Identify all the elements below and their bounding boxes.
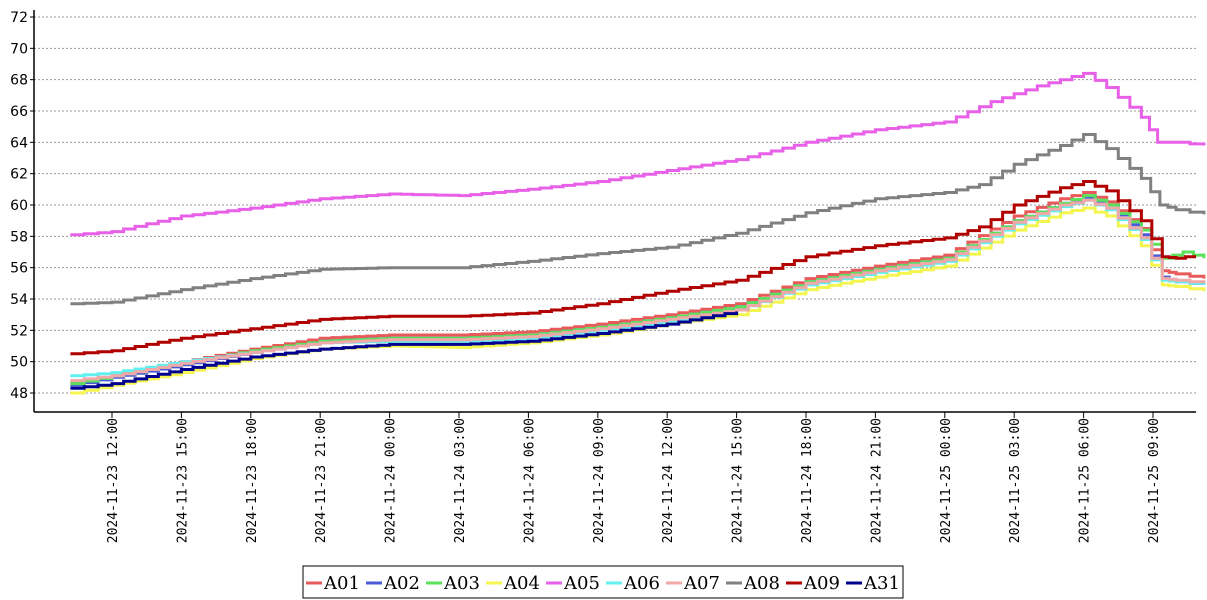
y-tick-label: 72 — [10, 10, 28, 26]
legend-box — [302, 565, 904, 599]
y-tick-label: 60 — [10, 198, 28, 214]
x-tick-label: 2024-11-24 06:00 — [522, 418, 537, 543]
y-tick-label: 68 — [10, 73, 28, 89]
x-tick-label: 2024-11-24 03:00 — [453, 418, 468, 543]
series-line-a04 — [70, 206, 1206, 395]
x-tick-label: 2024-11-24 21:00 — [869, 418, 884, 543]
legend-label-a09: A09 — [803, 573, 840, 594]
legend-label-a04: A04 — [503, 573, 540, 594]
legend-label-a03: A03 — [443, 573, 480, 594]
legend-label-a02: A02 — [383, 573, 420, 594]
y-axis-ticks: 48 50 52 54 56 58 60 62 64 66 68 70 72 — [10, 10, 34, 402]
x-tick-label: 2024-11-23 18:00 — [245, 418, 260, 543]
series-line-a08 — [70, 133, 1206, 306]
x-tick-label: 2024-11-24 00:00 — [384, 418, 399, 543]
y-tick-label: 70 — [10, 41, 28, 57]
legend-label-a08: A08 — [743, 573, 780, 594]
y-tick-label: 52 — [10, 323, 28, 339]
x-tick-label: 2024-11-24 15:00 — [731, 418, 746, 543]
y-tick-label: 48 — [10, 386, 28, 402]
legend-label-a05: A05 — [563, 573, 600, 594]
x-tick-label: 2024-11-24 12:00 — [661, 418, 676, 543]
y-tick-label: 62 — [10, 167, 28, 183]
series-line-a31 — [70, 311, 739, 390]
legend-label-a01: A01 — [323, 573, 360, 594]
series-line-a09 — [70, 180, 1197, 356]
x-tick-label: 2024-11-23 15:00 — [175, 418, 190, 543]
y-tick-label: 50 — [10, 355, 28, 371]
legend-label-a07: A07 — [683, 573, 720, 594]
y-tick-label: 66 — [10, 104, 28, 120]
legend: A01 A02 A03 A04 A05 A06 A07 A08 A09 A31 — [302, 565, 904, 599]
legend-label-a31: A31 — [863, 573, 900, 594]
x-tick-label: 2024-11-25 06:00 — [1078, 418, 1093, 543]
x-tick-label: 2024-11-23 12:00 — [106, 418, 121, 543]
x-axis-ticks: 2024-11-23 12:00 2024-11-23 15:00 2024-11-… — [106, 412, 1162, 543]
y-tick-label: 54 — [10, 292, 28, 308]
y-tick-label: 64 — [10, 135, 28, 151]
x-tick-label: 2024-11-24 09:00 — [592, 418, 607, 543]
x-tick-label: 2024-11-25 03:00 — [1008, 418, 1023, 543]
series-lines — [70, 71, 1206, 395]
x-tick-label: 2024-11-23 21:00 — [314, 418, 329, 543]
y-tick-label: 58 — [10, 229, 28, 245]
x-tick-label: 2024-11-25 09:00 — [1147, 418, 1162, 543]
y-tick-label: 56 — [10, 261, 28, 277]
x-tick-label: 2024-11-24 18:00 — [800, 418, 815, 543]
x-tick-label: 2024-11-25 00:00 — [939, 418, 954, 543]
grid-lines — [34, 16, 1196, 394]
series-line-a07 — [70, 198, 1206, 382]
legend-label-a06: A06 — [623, 573, 660, 594]
series-line-a05 — [70, 71, 1206, 237]
